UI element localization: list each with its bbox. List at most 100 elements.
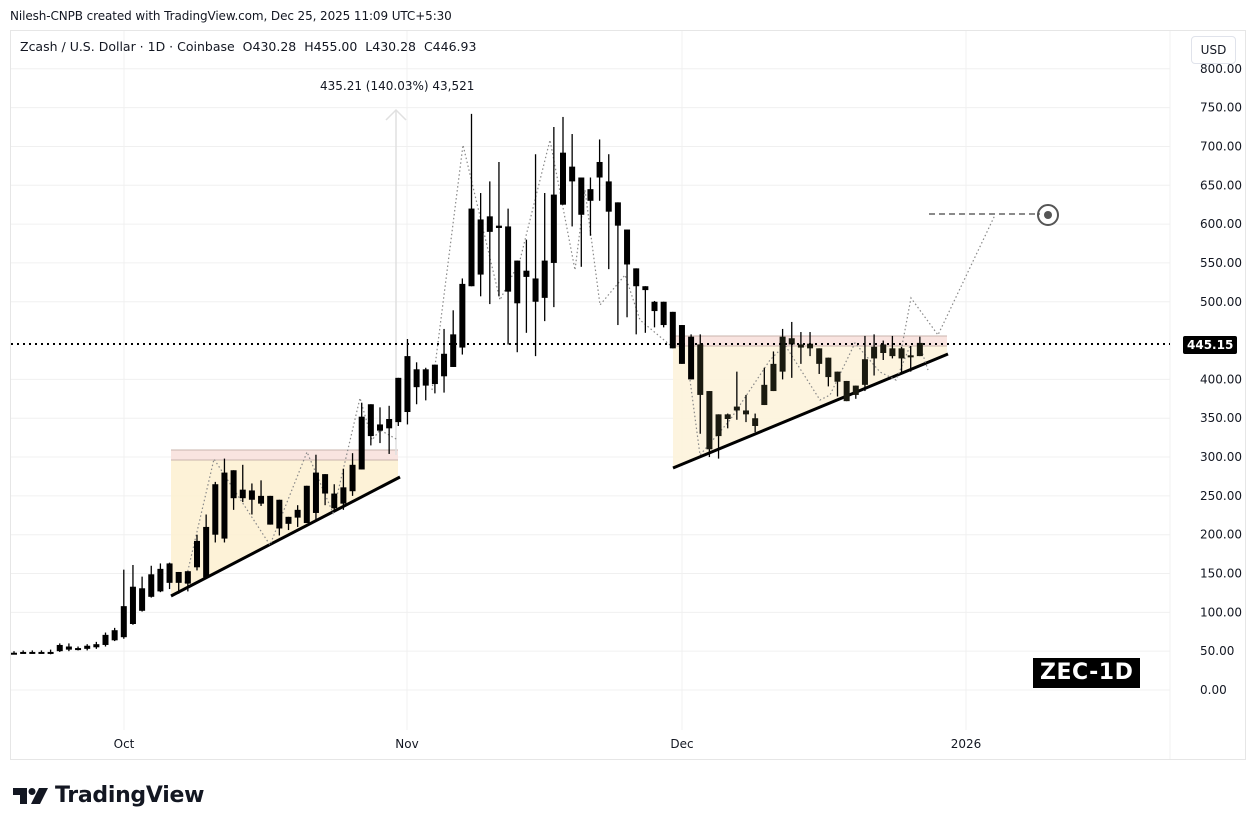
candle[interactable] (907, 355, 914, 358)
candle[interactable] (358, 416, 365, 470)
projection-path[interactable] (901, 204, 1059, 371)
candle[interactable] (331, 493, 338, 509)
candle[interactable] (733, 406, 740, 411)
candle[interactable] (587, 189, 594, 201)
candle[interactable] (349, 464, 356, 492)
candle[interactable] (93, 644, 100, 648)
candle[interactable] (514, 260, 521, 304)
candle[interactable] (212, 484, 219, 535)
candle[interactable] (624, 229, 631, 265)
candle[interactable] (916, 342, 923, 357)
candle[interactable] (322, 474, 329, 494)
candle[interactable] (880, 344, 887, 353)
candle[interactable] (889, 348, 896, 357)
candle[interactable] (38, 651, 45, 654)
candle[interactable] (797, 344, 804, 348)
candle[interactable] (230, 470, 237, 499)
candle[interactable] (569, 166, 576, 182)
candle[interactable] (139, 588, 146, 611)
candle[interactable] (779, 336, 786, 372)
candle[interactable] (743, 410, 749, 415)
candle[interactable] (11, 652, 17, 655)
candle[interactable] (651, 301, 658, 312)
candle[interactable] (660, 301, 667, 326)
candle[interactable] (450, 334, 457, 367)
candle[interactable] (239, 489, 246, 499)
candle[interactable] (29, 651, 36, 654)
target-icon[interactable] (1037, 204, 1059, 226)
candle[interactable] (422, 369, 429, 386)
candle[interactable] (697, 344, 704, 395)
candle[interactable] (175, 571, 182, 583)
candle[interactable] (404, 356, 411, 413)
candle[interactable] (523, 270, 530, 277)
candle[interactable] (605, 181, 612, 212)
candle[interactable] (505, 226, 512, 292)
candle[interactable] (221, 472, 228, 539)
candle[interactable] (377, 424, 383, 431)
candle[interactable] (203, 526, 210, 578)
candle[interactable] (486, 216, 493, 232)
candle[interactable] (102, 634, 109, 645)
candle[interactable] (157, 568, 164, 592)
candle[interactable] (724, 414, 731, 420)
candle[interactable] (111, 630, 118, 641)
tradingview-logo[interactable]: TradingView (13, 783, 204, 808)
candle[interactable] (770, 363, 777, 392)
candle[interactable] (477, 219, 484, 275)
candle[interactable] (459, 283, 466, 348)
candle[interactable] (834, 371, 841, 382)
candle[interactable] (898, 348, 905, 359)
candle[interactable] (120, 606, 127, 638)
candle[interactable] (47, 651, 54, 654)
candle[interactable] (285, 516, 292, 524)
candle[interactable] (267, 495, 274, 525)
candle[interactable] (715, 414, 722, 437)
candle[interactable] (468, 208, 475, 287)
candle[interactable] (56, 644, 63, 652)
candle[interactable] (303, 485, 310, 524)
candle[interactable] (75, 648, 82, 651)
candle[interactable] (495, 225, 502, 228)
candle[interactable] (560, 152, 566, 205)
candle[interactable] (129, 586, 136, 624)
candle[interactable] (642, 286, 649, 291)
candle[interactable] (871, 346, 878, 359)
candle[interactable] (843, 380, 850, 402)
symbol-legend[interactable]: Zcash / U.S. Dollar · 1D · Coinbase O430… (20, 39, 476, 54)
candle[interactable] (532, 278, 539, 302)
candle[interactable] (861, 359, 868, 385)
candle[interactable] (431, 364, 438, 385)
candle[interactable] (706, 391, 713, 450)
candle[interactable] (578, 177, 585, 215)
candle[interactable] (669, 311, 676, 349)
candle[interactable] (441, 353, 448, 377)
candle[interactable] (752, 418, 759, 426)
currency-button[interactable]: USD (1191, 36, 1236, 64)
candle[interactable] (312, 472, 319, 513)
candle[interactable] (678, 325, 685, 364)
candle[interactable] (276, 499, 283, 529)
candle[interactable] (633, 268, 640, 287)
candle[interactable] (596, 161, 603, 178)
candle[interactable] (258, 495, 265, 504)
candle[interactable] (807, 343, 814, 349)
candle[interactable] (788, 338, 795, 345)
candle[interactable] (20, 651, 27, 654)
candle[interactable] (248, 490, 255, 500)
candle[interactable] (761, 384, 768, 406)
candle[interactable] (386, 419, 393, 429)
candle[interactable] (367, 404, 374, 437)
candle[interactable] (550, 194, 557, 263)
candle[interactable] (825, 357, 832, 378)
candle[interactable] (413, 369, 420, 388)
candle[interactable] (816, 348, 823, 364)
candle[interactable] (614, 202, 621, 226)
candle[interactable] (65, 646, 72, 650)
candle[interactable] (294, 509, 301, 518)
candle[interactable] (688, 336, 695, 380)
candle[interactable] (184, 571, 191, 584)
candlestick-series[interactable] (11, 113, 923, 655)
candle[interactable] (148, 574, 155, 597)
